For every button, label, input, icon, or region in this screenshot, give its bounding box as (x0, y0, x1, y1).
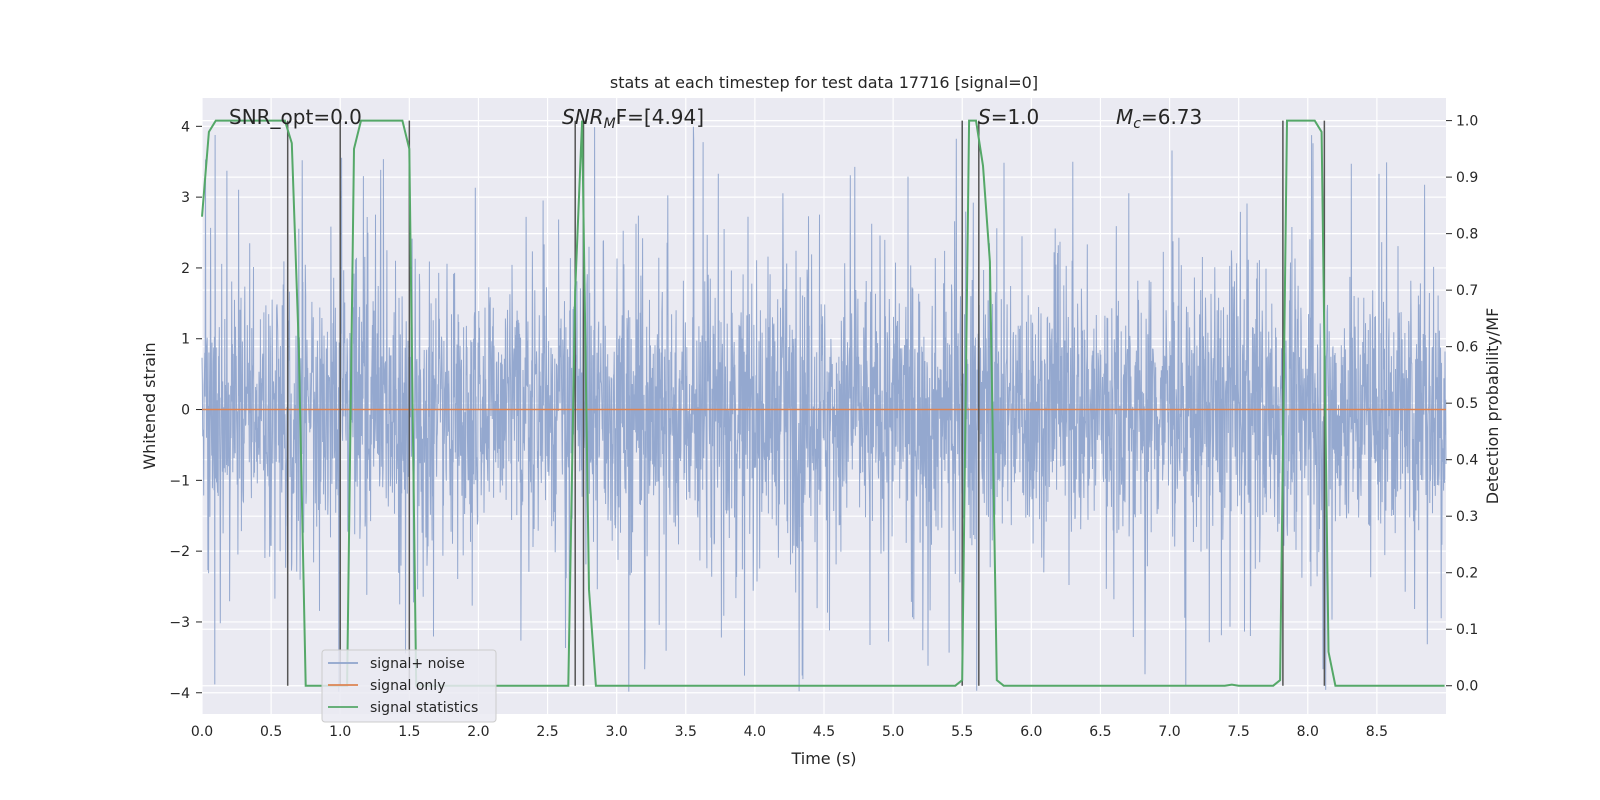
y-right-tick-label: 0.9 (1456, 170, 1478, 186)
y-right-tick-label: 0.6 (1456, 340, 1478, 356)
y-right-tick-label: 0.8 (1456, 227, 1478, 243)
annotation-mc-tail: =6.73 (1141, 105, 1202, 129)
y-right-tick-label: 0.7 (1456, 283, 1478, 299)
y-tick-label: 2 (181, 261, 190, 277)
annotation-snr-mf-sub: M (604, 116, 616, 132)
x-tick-label: 7.5 (1228, 724, 1250, 740)
x-tick-label: 6.0 (1020, 724, 1042, 740)
annotation-snr-mf-tail: F=[4.94] (616, 105, 704, 129)
y-right-tick-label: 0.3 (1456, 509, 1478, 525)
x-tick-label: 0.0 (191, 724, 213, 740)
annotations: SNR_opt=0.0 SNRMF=[4.94] S=1.0 Mc=6.73 (229, 105, 1202, 132)
y-axis-left-ticks: −4 −3 −2 −1 0 1 2 3 4 (169, 119, 202, 702)
x-tick-label: 3.5 (675, 724, 697, 740)
x-tick-label: 3.0 (606, 724, 628, 740)
y-tick-label: −1 (169, 473, 190, 489)
y-right-tick-label: 0.2 (1456, 566, 1478, 582)
x-tick-label: 5.0 (882, 724, 904, 740)
y-right-tick-label: 0.5 (1456, 396, 1478, 412)
legend-label-signal-statistics: signal statistics (370, 700, 478, 716)
x-tick-label: 4.0 (744, 724, 766, 740)
legend-label-signal-only: signal only (370, 678, 445, 694)
y-axis-right-ticks: 0.0 0.1 0.2 0.3 0.4 0.5 0.6 0.7 0.8 0.9 1.0 (1446, 114, 1478, 695)
annotation-mc-main: M (1116, 105, 1133, 129)
y-right-tick-label: 0.0 (1456, 679, 1478, 695)
y-right-tick-label: 0.4 (1456, 453, 1478, 469)
annotation-s: S=1.0 (978, 105, 1039, 129)
annotation-s-main: S (978, 105, 991, 129)
y-tick-label: −3 (169, 615, 190, 631)
x-tick-label: 2.0 (467, 724, 489, 740)
annotation-s-tail: =1.0 (991, 105, 1040, 129)
x-axis-label: Time (s) (790, 749, 856, 768)
y-tick-label: −2 (169, 544, 190, 560)
y-tick-label: 4 (181, 119, 190, 135)
x-tick-label: 0.5 (260, 724, 282, 740)
x-tick-label: 8.5 (1366, 724, 1388, 740)
x-tick-label: 4.5 (813, 724, 835, 740)
legend-box (321, 649, 497, 723)
x-tick-label: 5.5 (951, 724, 973, 740)
legend: signal+ noise signal only signal statist… (321, 649, 497, 723)
x-tick-label: 1.0 (329, 724, 351, 740)
annotation-mc-sub: c (1133, 116, 1141, 132)
legend-label-signal-noise: signal+ noise (370, 656, 465, 672)
y-tick-label: 3 (181, 190, 190, 206)
signal-statistics-line (201, 119, 1445, 687)
x-tick-label: 6.5 (1089, 724, 1111, 740)
signal-statistics-series (201, 119, 1445, 687)
y-right-tick-label: 0.1 (1456, 622, 1478, 638)
x-tick-label: 1.5 (398, 724, 420, 740)
y-tick-label: 1 (181, 332, 190, 348)
y-right-tick-label: 1.0 (1456, 114, 1478, 130)
x-tick-label: 8.0 (1297, 724, 1319, 740)
x-tick-label: 7.0 (1158, 724, 1180, 740)
x-tick-label: 2.5 (536, 724, 558, 740)
chart-title: stats at each timestep for test data 177… (610, 73, 1038, 92)
annotation-snr-mf-main: SNR (562, 105, 604, 129)
annotation-mc: Mc=6.73 (1116, 105, 1202, 132)
y-tick-label: −4 (169, 686, 190, 702)
x-axis-ticks: 0.0 0.5 1.0 1.5 2.0 2.5 3.0 3.5 4.0 4.5 5.0 5.5 6.0 6… (191, 724, 1388, 740)
annotation-snr-mf: SNRMF=[4.94] (562, 105, 704, 132)
y-tick-label: 0 (181, 403, 190, 419)
annotation-snr-opt: SNR_opt=0.0 (229, 105, 362, 129)
y-axis-label: Whitened strain (140, 342, 159, 469)
y-axis-right-label: Detection probability/MF (1483, 308, 1502, 505)
